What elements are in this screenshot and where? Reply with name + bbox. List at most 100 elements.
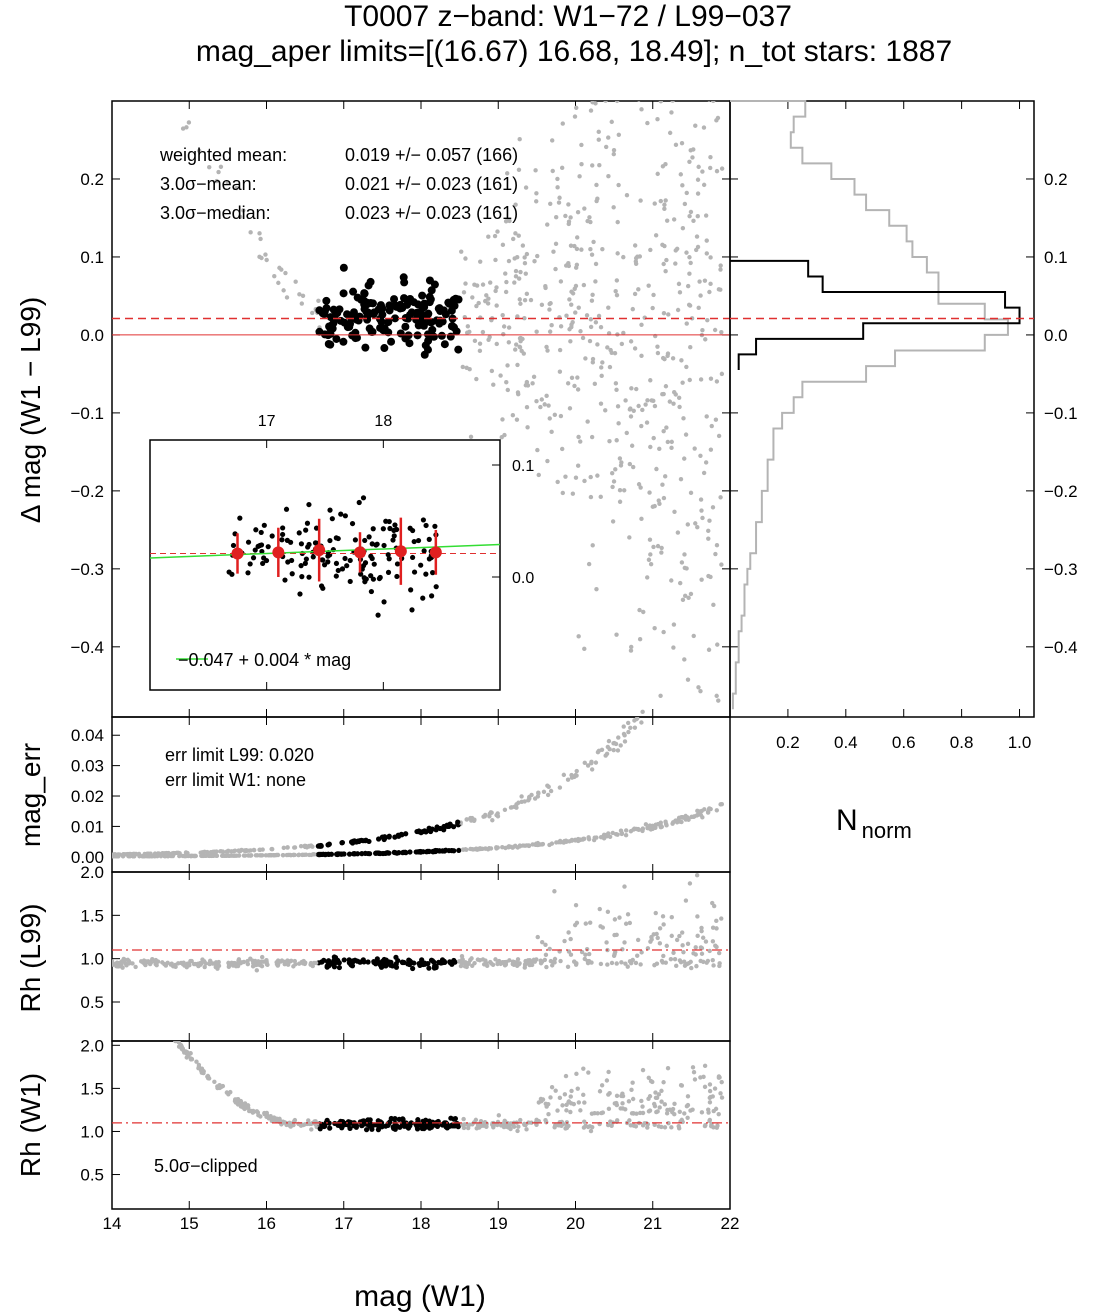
- data-point: [238, 848, 244, 853]
- data-point: [704, 238, 709, 243]
- data-point: [494, 341, 499, 347]
- data-point: [501, 324, 507, 329]
- data-point: [467, 1122, 472, 1127]
- data-point: [590, 360, 596, 365]
- data-point: [702, 1123, 708, 1129]
- data-point: [560, 1103, 565, 1108]
- data-point: [460, 364, 465, 370]
- data-point: [568, 952, 574, 957]
- data-point: [269, 533, 275, 539]
- data-point: [593, 261, 599, 267]
- data-point: [236, 853, 242, 858]
- hist-y-tick-label: 0.0: [1044, 326, 1068, 345]
- data-point: [484, 293, 489, 298]
- data-point: [714, 379, 720, 384]
- data-point: [651, 292, 656, 298]
- data-point: [358, 571, 364, 577]
- data-point: [677, 933, 682, 939]
- data-point: [663, 960, 668, 965]
- data-point: [515, 314, 520, 319]
- data-point: [317, 1126, 323, 1132]
- data-point: [698, 293, 703, 298]
- data-point: [452, 1123, 458, 1129]
- data-point: [489, 368, 495, 374]
- data-point: [662, 206, 667, 212]
- data-point: [495, 814, 501, 819]
- data-point: [351, 839, 357, 845]
- data-point: [296, 852, 301, 858]
- data-point: [680, 930, 685, 935]
- data-point: [170, 853, 176, 859]
- data-point: [647, 537, 653, 542]
- err-limit-l99: err limit L99: 0.020: [165, 745, 314, 765]
- data-point: [594, 586, 599, 592]
- data-point: [456, 847, 462, 854]
- data-point: [197, 148, 202, 154]
- data-point: [279, 537, 285, 543]
- data-point: [691, 218, 696, 224]
- data-point: [633, 960, 639, 966]
- data-point: [470, 295, 475, 300]
- data-point: [629, 78, 633, 82]
- data-point: [421, 548, 427, 554]
- data-point: [433, 827, 439, 833]
- data-point: [381, 599, 387, 605]
- data-point: [265, 544, 271, 550]
- data-point: [672, 663, 676, 667]
- data-point: [566, 1099, 571, 1105]
- data-point: [698, 836, 702, 840]
- data-point: [170, 964, 176, 969]
- data-point: [488, 959, 493, 965]
- data-point: [226, 1092, 231, 1097]
- data-point: [578, 439, 583, 444]
- data-point: [535, 447, 540, 453]
- data-point: [705, 810, 711, 815]
- data-point: [263, 557, 270, 564]
- data-point: [310, 554, 316, 560]
- data-point: [620, 1093, 626, 1099]
- data-point: [664, 425, 669, 430]
- data-point: [418, 304, 427, 313]
- data-point: [711, 602, 716, 608]
- bin-point: [313, 544, 326, 557]
- data-point: [505, 387, 511, 393]
- data-point: [364, 281, 373, 290]
- data-point: [616, 132, 622, 138]
- data-point: [609, 470, 615, 476]
- data-point: [369, 1126, 375, 1132]
- data-point: [258, 529, 264, 536]
- data-point: [385, 569, 392, 575]
- data-point: [690, 1065, 696, 1070]
- data-point: [256, 1113, 261, 1118]
- data-point: [254, 968, 260, 973]
- data-point: [674, 937, 680, 943]
- data-point: [182, 853, 187, 859]
- data-point: [407, 849, 413, 855]
- data-point: [510, 845, 515, 850]
- data-point: [557, 195, 562, 200]
- data-point: [399, 273, 408, 282]
- data-point: [683, 593, 688, 598]
- x-axis-title: mag (W1): [354, 1280, 486, 1313]
- data-point: [666, 312, 671, 317]
- data-point: [585, 419, 590, 424]
- data-point: [660, 355, 666, 361]
- data-point: [347, 557, 353, 564]
- data-point: [527, 796, 532, 801]
- data-point: [628, 960, 634, 966]
- data-point: [587, 338, 593, 344]
- data-point: [698, 377, 704, 382]
- data-point: [698, 1075, 703, 1080]
- data-point: [629, 386, 634, 391]
- title-line-1: T0007 z−band: W1−72 / L99−037: [344, 0, 792, 33]
- data-point: [280, 531, 286, 538]
- data-point: [331, 957, 337, 964]
- data-point: [635, 75, 639, 79]
- data-point: [562, 938, 567, 944]
- data-point: [185, 853, 191, 859]
- data-point: [591, 239, 596, 245]
- data-point: [154, 962, 159, 968]
- hist-axis-title-sub: norm: [862, 818, 912, 843]
- data-point: [706, 573, 711, 579]
- mag-err-panel: 0.00 0.01 0.02 0.03 0.04: [71, 663, 731, 873]
